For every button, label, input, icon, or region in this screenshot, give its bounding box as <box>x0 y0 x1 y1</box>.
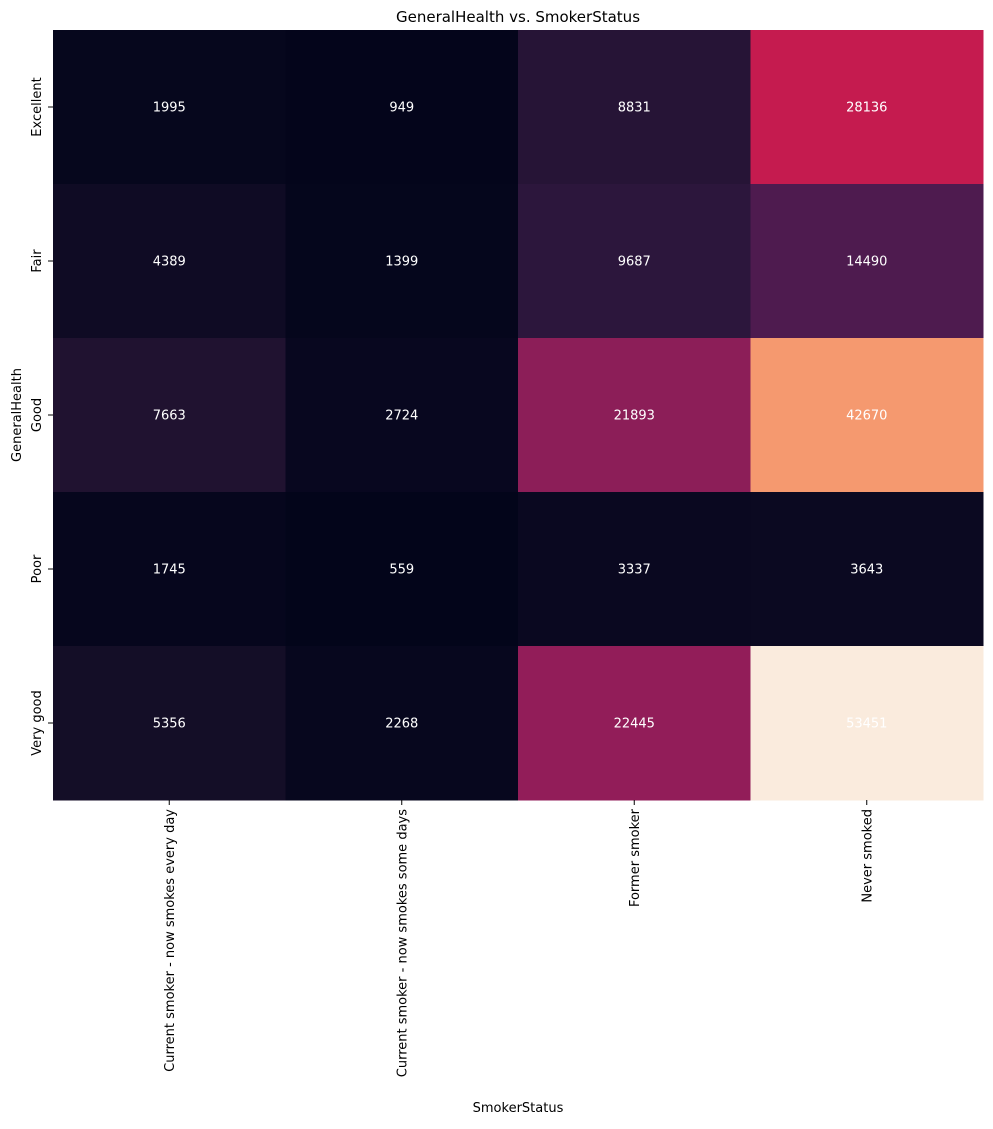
x-axis-label: SmokerStatus <box>473 1101 564 1116</box>
heatmap-cell <box>285 492 519 647</box>
chart-title: GeneralHealth vs. SmokerStatus <box>396 8 640 26</box>
cell-value-label: 1995 <box>153 101 186 116</box>
y-tick-label: Excellent <box>30 77 45 136</box>
cell-value-label: 9687 <box>618 255 651 270</box>
heatmap-cell <box>285 30 519 185</box>
x-tick-label: Never smoked <box>860 809 875 903</box>
heatmap-cell <box>53 30 286 185</box>
heatmap-cell <box>750 184 984 339</box>
y-tick-label: Very good <box>30 690 45 755</box>
heatmap-cell <box>518 30 751 185</box>
heatmap-cell <box>53 184 286 339</box>
heatmap-cell <box>285 184 519 339</box>
cell-value-label: 949 <box>389 101 414 116</box>
cell-value-label: 3337 <box>618 563 651 578</box>
heatmap-cell <box>750 30 984 185</box>
cell-value-label: 53451 <box>846 717 887 732</box>
heatmap-cell <box>285 646 519 801</box>
heatmap-cell <box>518 338 751 493</box>
cell-value-label: 1745 <box>153 563 186 578</box>
heatmap-cell <box>285 338 519 493</box>
heatmap-cell <box>750 646 984 801</box>
heatmap-cell <box>518 646 751 801</box>
x-tick-label: Current smoker - now smokes some days <box>395 809 410 1077</box>
cell-value-label: 4389 <box>153 255 186 270</box>
cell-value-label: 21893 <box>614 409 655 424</box>
heatmap-cell <box>518 492 751 647</box>
cell-value-label: 2724 <box>385 409 418 424</box>
y-axis-ticks: Excellent Fair Good Poor Very good <box>30 77 53 756</box>
heatmap-cells <box>53 30 984 801</box>
x-axis-ticks: Current smoker - now smokes every day Cur… <box>163 800 875 1077</box>
heatmap-cell <box>53 338 286 493</box>
cell-value-label: 7663 <box>153 409 186 424</box>
heatmap-cell <box>750 492 984 647</box>
cell-value-label: 14490 <box>846 255 887 270</box>
y-tick-label: Poor <box>30 554 45 583</box>
heatmap-cell <box>53 646 286 801</box>
y-tick-label: Good <box>30 398 45 432</box>
cell-value-label: 8831 <box>618 101 651 116</box>
cell-value-label: 42670 <box>846 409 887 424</box>
heatmap-cell <box>53 492 286 647</box>
cell-value-label: 2268 <box>385 717 418 732</box>
x-tick-label: Current smoker - now smokes every day <box>163 809 178 1072</box>
x-tick-label: Former smoker <box>628 808 643 907</box>
heatmap-cell <box>750 338 984 493</box>
cell-value-label: 559 <box>389 563 414 578</box>
cell-annotations: 1995 949 8831 28136 4389 1399 9687 14490 7663 272… <box>153 101 888 732</box>
cell-value-label: 1399 <box>385 255 418 270</box>
y-tick-label: Fair <box>30 249 45 273</box>
cell-value-label: 28136 <box>846 101 887 116</box>
y-axis-label: GeneralHealth <box>10 368 25 462</box>
heatmap-cell <box>518 184 751 339</box>
cell-value-label: 22445 <box>614 717 655 732</box>
cell-value-label: 5356 <box>153 717 186 732</box>
cell-value-label: 3643 <box>850 563 883 578</box>
